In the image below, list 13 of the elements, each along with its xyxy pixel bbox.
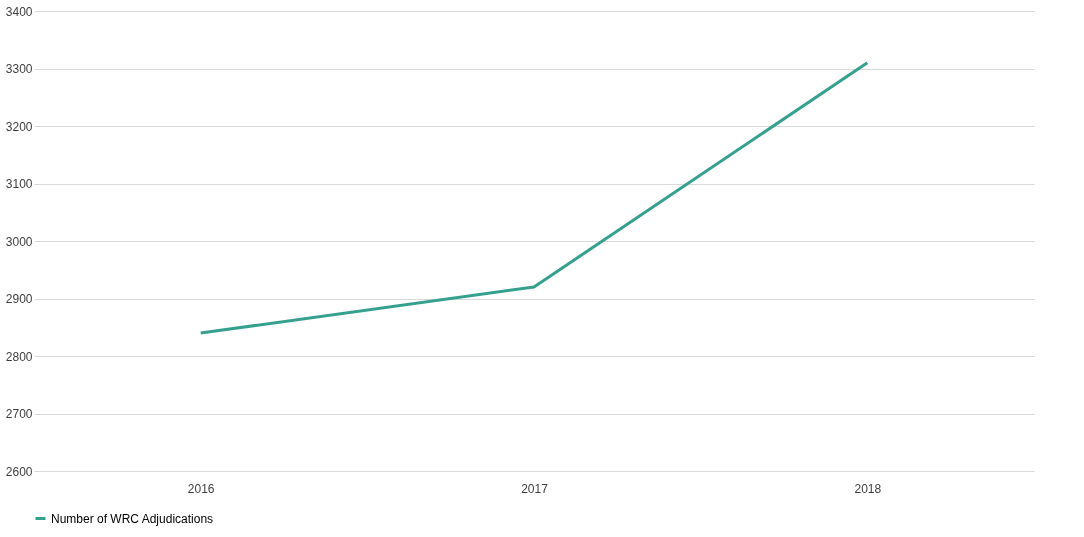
y-tick-label: 2900	[5, 292, 33, 306]
x-tick-label: 2016	[187, 481, 215, 496]
x-tick-label: 2017	[521, 481, 549, 496]
y-tick-label: 3100	[5, 177, 33, 191]
y-tick-label: 3300	[5, 62, 33, 76]
y-tick-label: 2800	[5, 349, 33, 364]
y-tick-label: 3400	[5, 4, 33, 19]
y-tick-label: 2600	[5, 464, 33, 479]
y-tick-label: 2700	[5, 407, 33, 421]
y-tick-label: 3000	[5, 234, 33, 249]
legend-label: Number of WRC Adjudications	[51, 511, 214, 526]
y-tick-label: 3200	[5, 119, 33, 134]
x-tick-label: 2018	[854, 481, 882, 496]
